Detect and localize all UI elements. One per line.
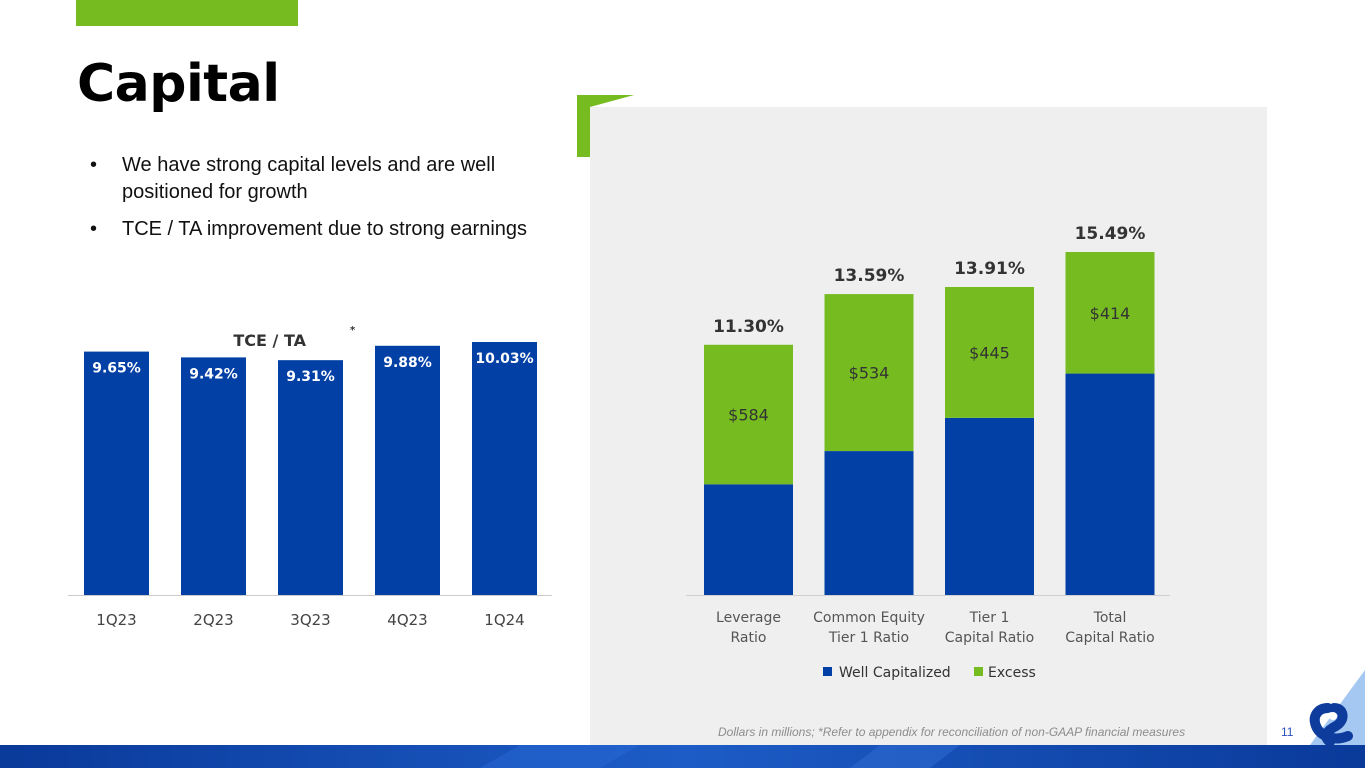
tce-ta-chart: TCE / TA * 9.65% 1Q23 9.42% 2Q23 9.31% 3Q23 9.88… <box>68 325 552 629</box>
bar <box>181 357 246 595</box>
excess-label: $584 <box>728 406 769 425</box>
excess-label: $445 <box>969 343 1010 362</box>
tick-label: Capital Ratio <box>945 630 1034 646</box>
tick-label: Total <box>1093 610 1127 626</box>
tick-label: 1Q23 <box>96 611 136 629</box>
bullet-text: TCE / TA improvement due to strong earni… <box>122 218 528 240</box>
ampersand-icon <box>1309 670 1365 745</box>
excess-label: $534 <box>849 364 890 383</box>
data-label: 9.42% <box>189 366 238 382</box>
tick-label: Tier 1 Ratio <box>828 630 909 646</box>
data-label: 9.65% <box>92 361 141 377</box>
legend-swatch-excess <box>974 667 983 676</box>
excess-label: $414 <box>1090 304 1131 323</box>
tick-label: Capital Ratio <box>1065 630 1154 646</box>
total-label: 15.49% <box>1075 224 1146 244</box>
bar <box>278 360 343 595</box>
bar-well-capitalized <box>824 451 914 595</box>
bar-well-capitalized <box>1065 373 1155 595</box>
bullet-icon: • <box>90 154 98 176</box>
tick-label: Ratio <box>731 630 767 646</box>
bar <box>375 345 440 595</box>
bullet-icon: • <box>90 218 98 240</box>
bar <box>472 342 537 595</box>
bar-excess <box>1065 252 1155 374</box>
tick-label: 3Q23 <box>290 611 330 629</box>
tick-label: Leverage <box>716 610 781 626</box>
bullet-item: • TCE / TA improvement due to strong earn… <box>88 216 538 243</box>
panel-corner-accent <box>577 95 634 157</box>
footnote: Dollars in millions; *Refer to appendix … <box>718 725 1186 739</box>
tick-label: Tier 1 <box>969 610 1010 626</box>
legend-swatch-well-capitalized <box>823 667 832 676</box>
bullet-text: We have strong capital levels and are we… <box>122 154 496 203</box>
bar-excess <box>704 344 793 485</box>
total-label: 13.91% <box>954 259 1025 279</box>
bullet-list: • We have strong capital levels and are w… <box>88 152 538 253</box>
capital-ratios-chart: $584 11.30% Leverage Ratio $534 13.59% Common … <box>686 224 1170 681</box>
chart-title: TCE / TA <box>233 331 306 350</box>
bar <box>84 351 149 595</box>
top-accent-bar <box>76 0 298 26</box>
data-label: 9.88% <box>383 355 432 371</box>
tick-label: 2Q23 <box>193 611 233 629</box>
data-label: 10.03% <box>475 351 533 367</box>
legend-label: Well Capitalized <box>839 665 951 681</box>
bar-excess <box>824 294 914 452</box>
bar-excess <box>945 286 1034 418</box>
page-number: 11 <box>1281 725 1294 739</box>
chart-title-marker: * <box>350 325 356 336</box>
total-label: 11.30% <box>713 317 784 337</box>
legend-label: Excess <box>988 665 1036 681</box>
bar-well-capitalized <box>945 417 1034 595</box>
tick-label: Common Equity <box>813 610 925 626</box>
tick-label: 4Q23 <box>387 611 427 629</box>
bottom-decorative-band <box>0 745 1365 768</box>
total-label: 13.59% <box>834 266 905 286</box>
tick-label: 1Q24 <box>484 611 524 629</box>
page-title: Capital <box>77 54 280 114</box>
bar-well-capitalized <box>704 484 793 595</box>
data-label: 9.31% <box>286 369 335 385</box>
bullet-item: • We have strong capital levels and are w… <box>88 152 538 206</box>
